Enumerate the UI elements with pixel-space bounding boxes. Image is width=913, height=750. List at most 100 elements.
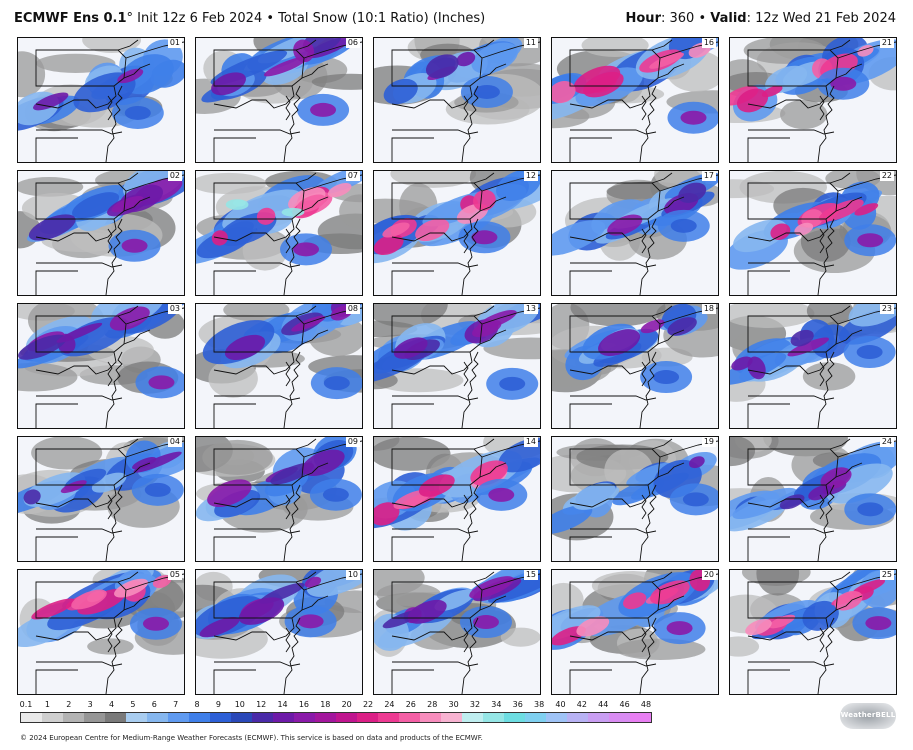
legend-tick-label: 10 bbox=[234, 700, 245, 709]
member-number-label: 18 bbox=[701, 304, 716, 314]
member-number-label: 21 bbox=[879, 38, 894, 48]
member-number-label: 17 bbox=[701, 171, 716, 181]
member-number-label: 04 bbox=[167, 437, 182, 447]
member-number-label: 25 bbox=[879, 570, 894, 580]
snowfall-map bbox=[18, 304, 184, 428]
legend-tick-label: 7 bbox=[173, 700, 179, 709]
legend-color-step bbox=[252, 713, 273, 722]
member-number-label: 03 bbox=[167, 304, 182, 314]
header: ECMWF Ens 0.1° Init 12z 6 Feb 2024 • Tot… bbox=[0, 0, 913, 34]
member-number-label: 20 bbox=[701, 570, 716, 580]
legend-color-step bbox=[567, 713, 588, 722]
ensemble-member-panel: 09 bbox=[195, 436, 363, 562]
legend-color-step bbox=[168, 713, 189, 722]
snowfall-map bbox=[196, 437, 362, 561]
legend-color-step bbox=[483, 713, 504, 722]
map-title: ECMWF Ens 0.1° Init 12z 6 Feb 2024 • Tot… bbox=[14, 11, 485, 26]
ensemble-member-panel: 05 bbox=[17, 569, 185, 695]
legend-color-step bbox=[273, 713, 294, 722]
snowfall-map bbox=[730, 304, 896, 428]
legend-tick-label: 14 bbox=[277, 700, 288, 709]
legend-tick-label: 6 bbox=[151, 700, 157, 709]
ensemble-member-panel: 04 bbox=[17, 436, 185, 562]
ensemble-member-panel: 25 bbox=[729, 569, 897, 695]
legend-tick-label: 48 bbox=[640, 700, 652, 709]
legend-tick-label: 34 bbox=[491, 700, 502, 709]
legend-ticks: 0.1 1 2 3 4 5 6 7 8 9 10 12 14 16 18 20 22 24 26 28 30 32 34 36… bbox=[20, 700, 660, 712]
ensemble-member-panel: 03 bbox=[17, 303, 185, 429]
member-number-label: 22 bbox=[879, 171, 894, 181]
degree-symbol: ° bbox=[126, 11, 134, 26]
legend-tick-label: 46 bbox=[619, 700, 630, 709]
legend-tick-label: 38 bbox=[534, 700, 545, 709]
legend-color-step bbox=[210, 713, 231, 722]
valid-time: Hour: 360 • Valid: 12z Wed 21 Feb 2024 bbox=[626, 11, 897, 26]
subtitle: Init 12z 6 Feb 2024 • Total Snow (10:1 R… bbox=[133, 11, 486, 26]
legend-tick-label: 1 bbox=[44, 700, 50, 709]
legend-tick-label: 30 bbox=[448, 700, 459, 709]
legend-tick-label: 22 bbox=[362, 700, 374, 709]
legend-color-step bbox=[84, 713, 105, 722]
snowfall-map bbox=[730, 437, 896, 561]
member-number-label: 15 bbox=[523, 570, 538, 580]
snowfall-map bbox=[374, 570, 540, 694]
legend-color-step bbox=[357, 713, 378, 722]
snowfall-map bbox=[730, 38, 896, 162]
snowfall-map bbox=[18, 570, 184, 694]
member-number-label: 16 bbox=[701, 38, 716, 48]
copyright-footer: © 2024 European Centre for Medium-Range … bbox=[20, 734, 483, 742]
legend-color-step bbox=[126, 713, 147, 722]
snowfall-map bbox=[18, 437, 184, 561]
snowfall-map bbox=[374, 171, 540, 295]
snowfall-map bbox=[374, 38, 540, 162]
member-number-label: 23 bbox=[879, 304, 894, 314]
snowfall-map bbox=[730, 570, 896, 694]
legend-color-step bbox=[420, 713, 441, 722]
ensemble-member-panel: 02 bbox=[17, 170, 185, 296]
member-number-label: 05 bbox=[167, 570, 182, 580]
snowfall-map bbox=[196, 304, 362, 428]
legend-color-step bbox=[630, 713, 651, 722]
ensemble-member-panel: 11 bbox=[373, 37, 541, 163]
member-number-label: 19 bbox=[701, 437, 716, 447]
snowfall-map bbox=[196, 171, 362, 295]
snowfall-map bbox=[196, 570, 362, 694]
legend-color-step bbox=[63, 713, 84, 722]
member-number-label: 07 bbox=[345, 171, 360, 181]
legend-tick-label: 18 bbox=[320, 700, 331, 709]
member-number-label: 10 bbox=[345, 570, 360, 580]
member-number-label: 13 bbox=[523, 304, 538, 314]
legend-color-step bbox=[378, 713, 399, 722]
hour-label: Hour bbox=[625, 11, 661, 26]
snowfall-map bbox=[18, 38, 184, 162]
legend-color-step bbox=[231, 713, 252, 722]
ensemble-member-panel: 24 bbox=[729, 436, 897, 562]
logo-text: WeatherBELL bbox=[840, 711, 896, 719]
legend-color-step bbox=[588, 713, 609, 722]
member-number-label: 02 bbox=[167, 171, 182, 181]
legend-tick-label: 9 bbox=[215, 700, 221, 709]
member-number-label: 09 bbox=[345, 437, 360, 447]
legend-tick-label: 32 bbox=[469, 700, 481, 709]
legend-tick-label: 40 bbox=[555, 700, 566, 709]
member-number-label: 12 bbox=[523, 171, 538, 181]
legend-tick-label: 36 bbox=[512, 700, 523, 709]
ensemble-member-panel: 22 bbox=[729, 170, 897, 296]
ensemble-member-panel: 14 bbox=[373, 436, 541, 562]
hour-value: : 360 • bbox=[660, 11, 711, 26]
ensemble-member-panel: 23 bbox=[729, 303, 897, 429]
snowfall-map bbox=[18, 171, 184, 295]
legend-tick-label: 26 bbox=[405, 700, 416, 709]
legend-color-step bbox=[399, 713, 420, 722]
legend-tick-label: 8 bbox=[194, 700, 200, 709]
ensemble-member-panel: 16 bbox=[551, 37, 719, 163]
legend-colorbar bbox=[20, 712, 652, 723]
legend-color-step bbox=[105, 713, 126, 722]
legend-color-step bbox=[609, 713, 630, 722]
legend-color-step bbox=[504, 713, 525, 722]
snowfall-map bbox=[552, 437, 718, 561]
snowfall-map bbox=[552, 570, 718, 694]
snowfall-map bbox=[374, 304, 540, 428]
legend-color-step bbox=[189, 713, 210, 722]
weatherbell-logo: WeatherBELL bbox=[840, 703, 896, 729]
